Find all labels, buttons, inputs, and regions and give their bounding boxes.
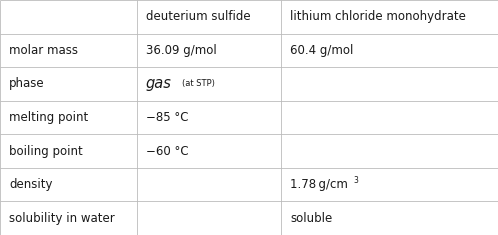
Text: melting point: melting point — [9, 111, 88, 124]
Text: molar mass: molar mass — [9, 44, 78, 57]
Text: (at STP): (at STP) — [182, 79, 215, 88]
Text: −85 °C: −85 °C — [146, 111, 188, 124]
Text: solubility in water: solubility in water — [9, 212, 115, 225]
Text: 60.4 g/mol: 60.4 g/mol — [290, 44, 354, 57]
Text: soluble: soluble — [290, 212, 333, 225]
Text: phase: phase — [9, 77, 45, 90]
Text: boiling point: boiling point — [9, 145, 83, 158]
Text: −60 °C: −60 °C — [146, 145, 189, 158]
Text: 36.09 g/mol: 36.09 g/mol — [146, 44, 217, 57]
Text: density: density — [9, 178, 52, 191]
Text: deuterium sulfide: deuterium sulfide — [146, 10, 250, 23]
Text: lithium chloride monohydrate: lithium chloride monohydrate — [290, 10, 466, 23]
Text: 3: 3 — [353, 176, 358, 185]
Text: gas: gas — [146, 76, 172, 91]
Text: 1.78 g/cm: 1.78 g/cm — [290, 178, 348, 191]
